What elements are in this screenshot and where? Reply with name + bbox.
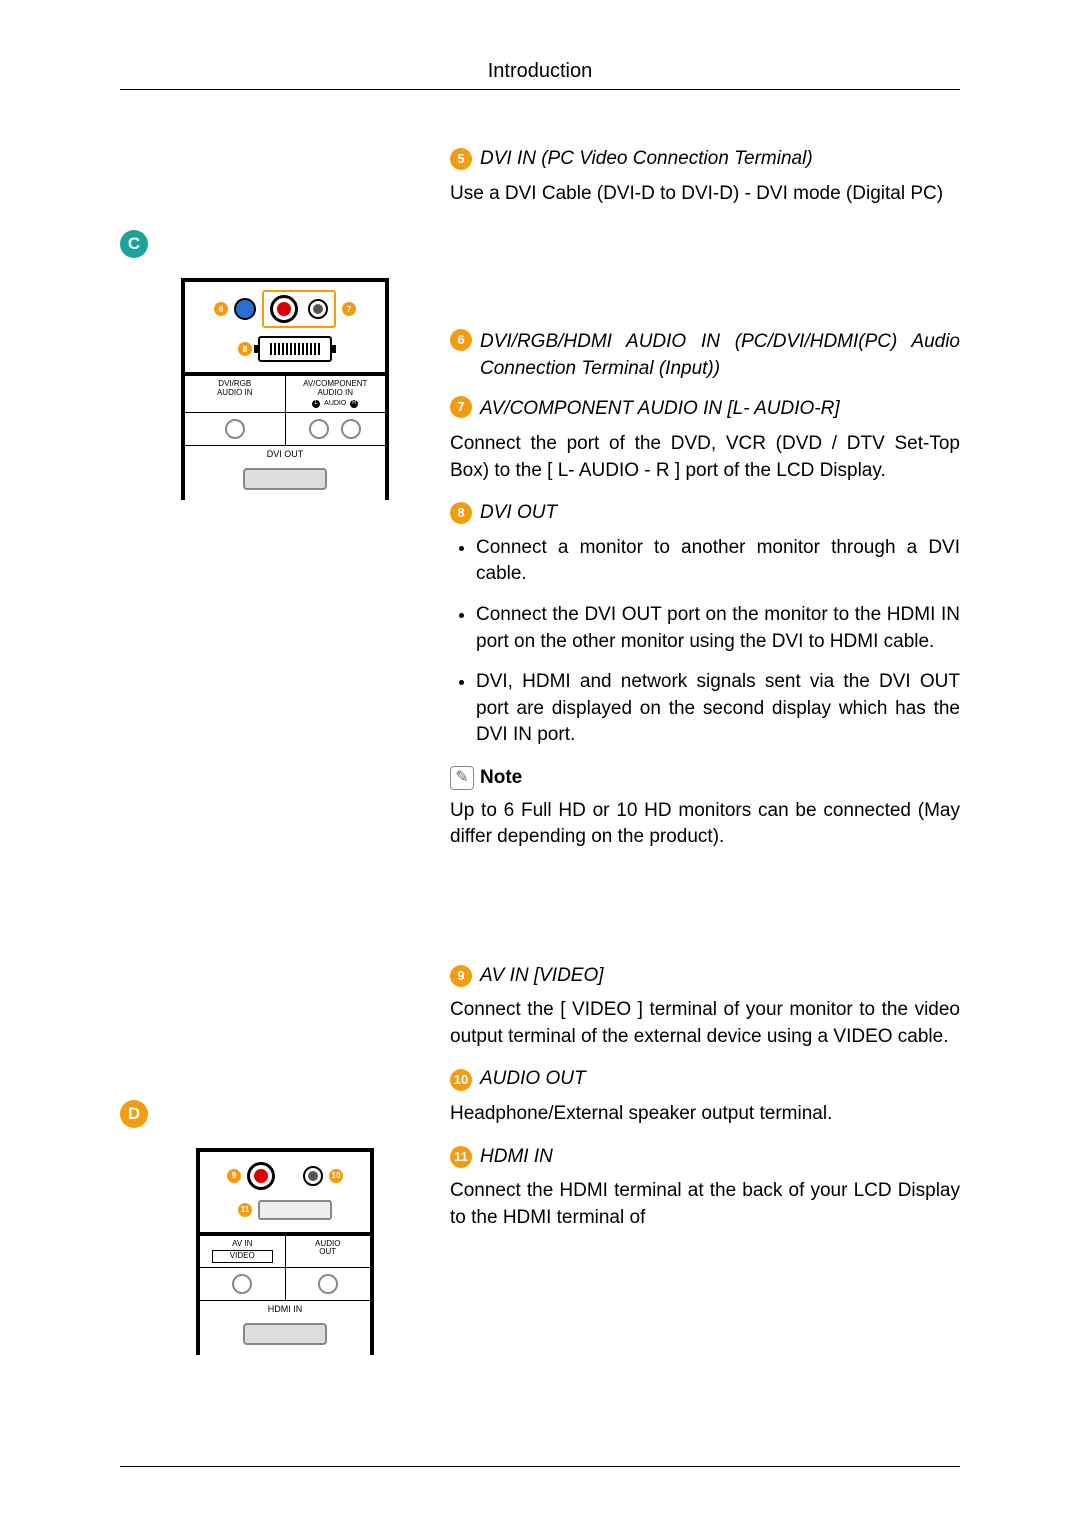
item-5-head: 5 DVI IN (PC Video Connection Terminal) — [450, 146, 960, 173]
section-d-badge: D — [120, 1100, 148, 1128]
right-column: 5 DVI IN (PC Video Connection Terminal) … — [450, 130, 960, 1355]
list-item: DVI, HDMI and network signals sent via t… — [476, 669, 960, 749]
diagram-c-badge-6: 6 — [214, 302, 228, 316]
audio-l-dot-icon: L — [312, 400, 320, 408]
item-5-body: Use a DVI Cable (DVI-D to DVI-D) - DVI m… — [450, 181, 960, 208]
open-jack-icon — [309, 419, 329, 439]
note-body: Up to 6 Full HD or 10 HD monitors can be… — [450, 798, 960, 851]
audio-r-dot-icon: R — [350, 400, 358, 408]
badge-6: 6 — [450, 329, 472, 351]
label-hdmi-in: HDMI IN — [200, 1300, 370, 1317]
item-9-body: Connect the [ VIDEO ] terminal of your m… — [450, 997, 960, 1050]
hdmi-in-port-icon — [243, 1323, 327, 1345]
item-10-head: 10 AUDIO OUT — [450, 1066, 960, 1093]
badge-7: 7 — [450, 396, 472, 418]
note-label: Note — [480, 765, 522, 792]
section-c-badge: C — [120, 230, 148, 258]
item-6-head: 6 DVI/RGB/HDMI AUDIO IN (PC/DVI/HDMI(PC)… — [450, 329, 960, 382]
label-dvi-out: DVI OUT — [185, 445, 385, 462]
item-6-title: DVI/RGB/HDMI AUDIO IN (PC/DVI/HDMI(PC) A… — [480, 329, 960, 382]
audio-jack-blue-icon — [234, 298, 256, 320]
diagram-c-bottom: DVI/RGB AUDIO IN AV/COMPONENT AUDIO IN L… — [185, 376, 385, 500]
item-8-list: Connect a monitor to another monitor thr… — [450, 535, 960, 749]
item-7-title: AV/COMPONENT AUDIO IN [L- AUDIO-R] — [480, 396, 960, 423]
item-11-body: Connect the HDMI terminal at the back of… — [450, 1178, 960, 1231]
diagram-c-top: 6 7 8 — [185, 282, 385, 376]
item-9-head: 9 AV IN [VIDEO] — [450, 963, 960, 990]
item-10-title: AUDIO OUT — [480, 1066, 586, 1093]
badge-11: 11 — [450, 1146, 472, 1168]
content: C 6 7 8 — [120, 130, 960, 1355]
note-head: ✎ Note — [450, 765, 960, 792]
open-jack-icon — [341, 419, 361, 439]
item-7-body: Connect the port of the DVD, VCR (DVD / … — [450, 431, 960, 484]
label-dvi-rgb-audio-in: DVI/RGB AUDIO IN — [185, 376, 286, 412]
rca-small-icon — [308, 299, 328, 319]
left-column: C 6 7 8 — [120, 130, 450, 1355]
item-11-head: 11 HDMI IN — [450, 1144, 960, 1171]
item-8-title: DVI OUT — [480, 500, 557, 527]
open-jack-icon — [225, 419, 245, 439]
open-jack-icon — [232, 1274, 252, 1294]
divider-top — [120, 89, 960, 90]
rca-red-icon — [247, 1162, 275, 1190]
diagram-d-badge-10: 10 — [329, 1169, 343, 1183]
badge-10: 10 — [450, 1069, 472, 1091]
item-10-body: Headphone/External speaker output termin… — [450, 1101, 960, 1128]
label-av-component-audio-in: AV/COMPONENT AUDIO IN L AUDIO R — [286, 376, 386, 412]
hdmi-port-icon — [258, 1200, 332, 1220]
badge-8: 8 — [450, 502, 472, 524]
badge-9: 9 — [450, 965, 472, 987]
rca-small-icon — [303, 1166, 323, 1186]
item-11-title: HDMI IN — [480, 1144, 553, 1171]
label-audio-out: AUDIO OUT — [286, 1236, 371, 1268]
item-8-head: 8 DVI OUT — [450, 500, 960, 527]
audio-word: AUDIO — [324, 400, 346, 408]
label-av-in-video: AV IN VIDEO — [200, 1236, 286, 1268]
divider-bottom — [120, 1466, 960, 1467]
diagram-c-badge-7: 7 — [342, 302, 356, 316]
diagram-d-badge-11: 11 — [238, 1203, 252, 1217]
note-icon: ✎ — [450, 766, 474, 790]
item-7-head: 7 AV/COMPONENT AUDIO IN [L- AUDIO-R] — [450, 396, 960, 423]
rca-red-icon — [270, 295, 298, 323]
diagram-c-badge-8: 8 — [238, 342, 252, 356]
list-item: Connect the DVI OUT port on the monitor … — [476, 602, 960, 655]
page: Introduction C 6 7 — [0, 0, 1080, 1527]
badge-5: 5 — [450, 148, 472, 170]
diagram-d-badge-9: 9 — [227, 1169, 241, 1183]
open-jack-icon — [318, 1274, 338, 1294]
diagram-c: 6 7 8 — [181, 278, 389, 500]
rca-group — [262, 290, 336, 328]
diagram-d: 9 10 11 AV IN VIDEO — [196, 1148, 374, 1356]
item-9-title: AV IN [VIDEO] — [480, 963, 604, 990]
dvi-port-icon — [258, 336, 332, 362]
list-item: Connect a monitor to another monitor thr… — [476, 535, 960, 588]
dvi-out-port-icon — [243, 468, 327, 490]
item-5-title: DVI IN (PC Video Connection Terminal) — [480, 146, 813, 173]
page-title: Introduction — [120, 60, 960, 83]
